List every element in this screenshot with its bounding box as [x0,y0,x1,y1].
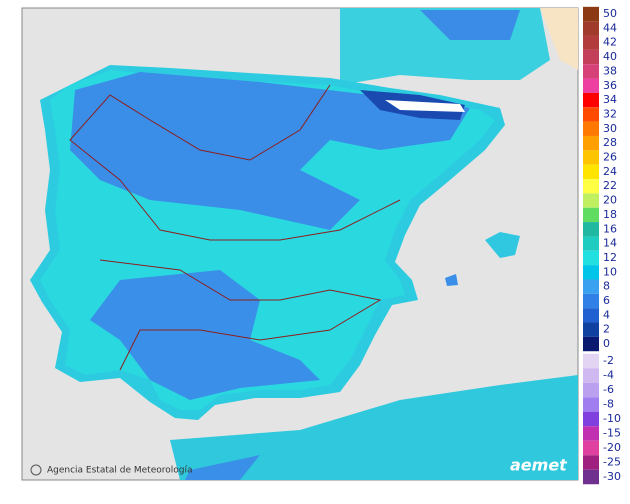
copyright-icon [30,464,42,476]
legend-label: 26 [603,151,617,164]
legend-label: 44 [603,21,617,34]
legend-label: 38 [603,64,617,77]
legend-label: -30 [603,470,621,483]
legend-swatch [583,107,599,122]
legend-swatch [583,207,599,223]
attribution: Agencia Estatal de Meteorología [47,466,193,476]
legend-swatch [583,336,599,352]
island [445,274,458,286]
snow-peaks [385,100,465,112]
legend-swatch [583,35,599,50]
legend-label: 30 [603,122,617,135]
africa-data [170,375,578,480]
legend-swatch [583,92,599,108]
legend-swatch [583,397,599,412]
legend-label: -8 [603,398,614,411]
legend-label: 20 [603,194,617,207]
legend-swatch [583,368,599,383]
legend-swatch [583,78,599,93]
legend-swatch [583,21,599,36]
legend-label: 36 [603,79,617,92]
cold-region [70,72,470,230]
legend-swatch [583,164,599,180]
logo: aemet [510,456,568,475]
legend-swatch [583,382,599,398]
legend-swatch [583,353,599,369]
legend-swatch [583,6,599,22]
legend-label: 2 [603,323,610,336]
border-line [69,84,401,241]
legend-swatch [583,64,599,79]
legend-label: 50 [603,7,617,20]
legend-swatch [583,455,599,470]
legend-label: 24 [603,165,617,178]
legend-label: -20 [603,441,621,454]
legend-swatch [583,222,599,237]
legend-label: 6 [603,294,610,307]
legend-swatch [583,265,599,280]
cold-region [90,270,320,400]
legend-label: -10 [603,412,621,425]
legend-label: -25 [603,456,621,469]
legend-label: -15 [603,427,621,440]
africa-data [185,455,260,480]
legend-label: 18 [603,208,617,221]
legend-label: 4 [603,308,610,321]
legend-swatch [583,236,599,251]
map: Agencia Estatal de Meteorología aemet [21,7,579,481]
legend-swatch [583,440,599,456]
border-line [99,259,382,371]
legend-label: 42 [603,36,617,49]
legend-swatch [583,49,599,65]
legend-swatch [583,250,599,266]
legend-label: 10 [603,265,617,278]
legend-label: 8 [603,280,610,293]
sea-data [420,10,520,40]
legend-label: 32 [603,107,617,120]
legend-label: 28 [603,136,617,149]
legend-swatch [583,179,599,194]
legend-label: 40 [603,50,617,63]
legend-swatch [583,411,599,427]
legend-label: 12 [603,251,617,264]
land-patch [540,8,578,70]
legend-swatch [583,426,599,441]
legend-label: -4 [603,369,614,382]
legend-label: -6 [603,383,614,396]
legend-swatch [583,121,599,136]
legend: 5044424038363432302826242220181614121086… [583,6,621,485]
legend-swatch [583,308,599,323]
legend-label: 22 [603,179,617,192]
legend-swatch [583,469,599,485]
legend-swatch [583,322,599,337]
legend-label: 16 [603,222,617,235]
legend-label: -2 [603,354,614,367]
legend-swatch [583,193,599,208]
legend-label: 0 [603,337,610,350]
legend-label: 34 [603,93,617,106]
legend-label: 14 [603,237,617,250]
legend-swatch [583,293,599,309]
legend-swatch [583,279,599,294]
legend-swatch [583,150,599,165]
island [485,232,520,258]
legend-swatch [583,135,599,151]
